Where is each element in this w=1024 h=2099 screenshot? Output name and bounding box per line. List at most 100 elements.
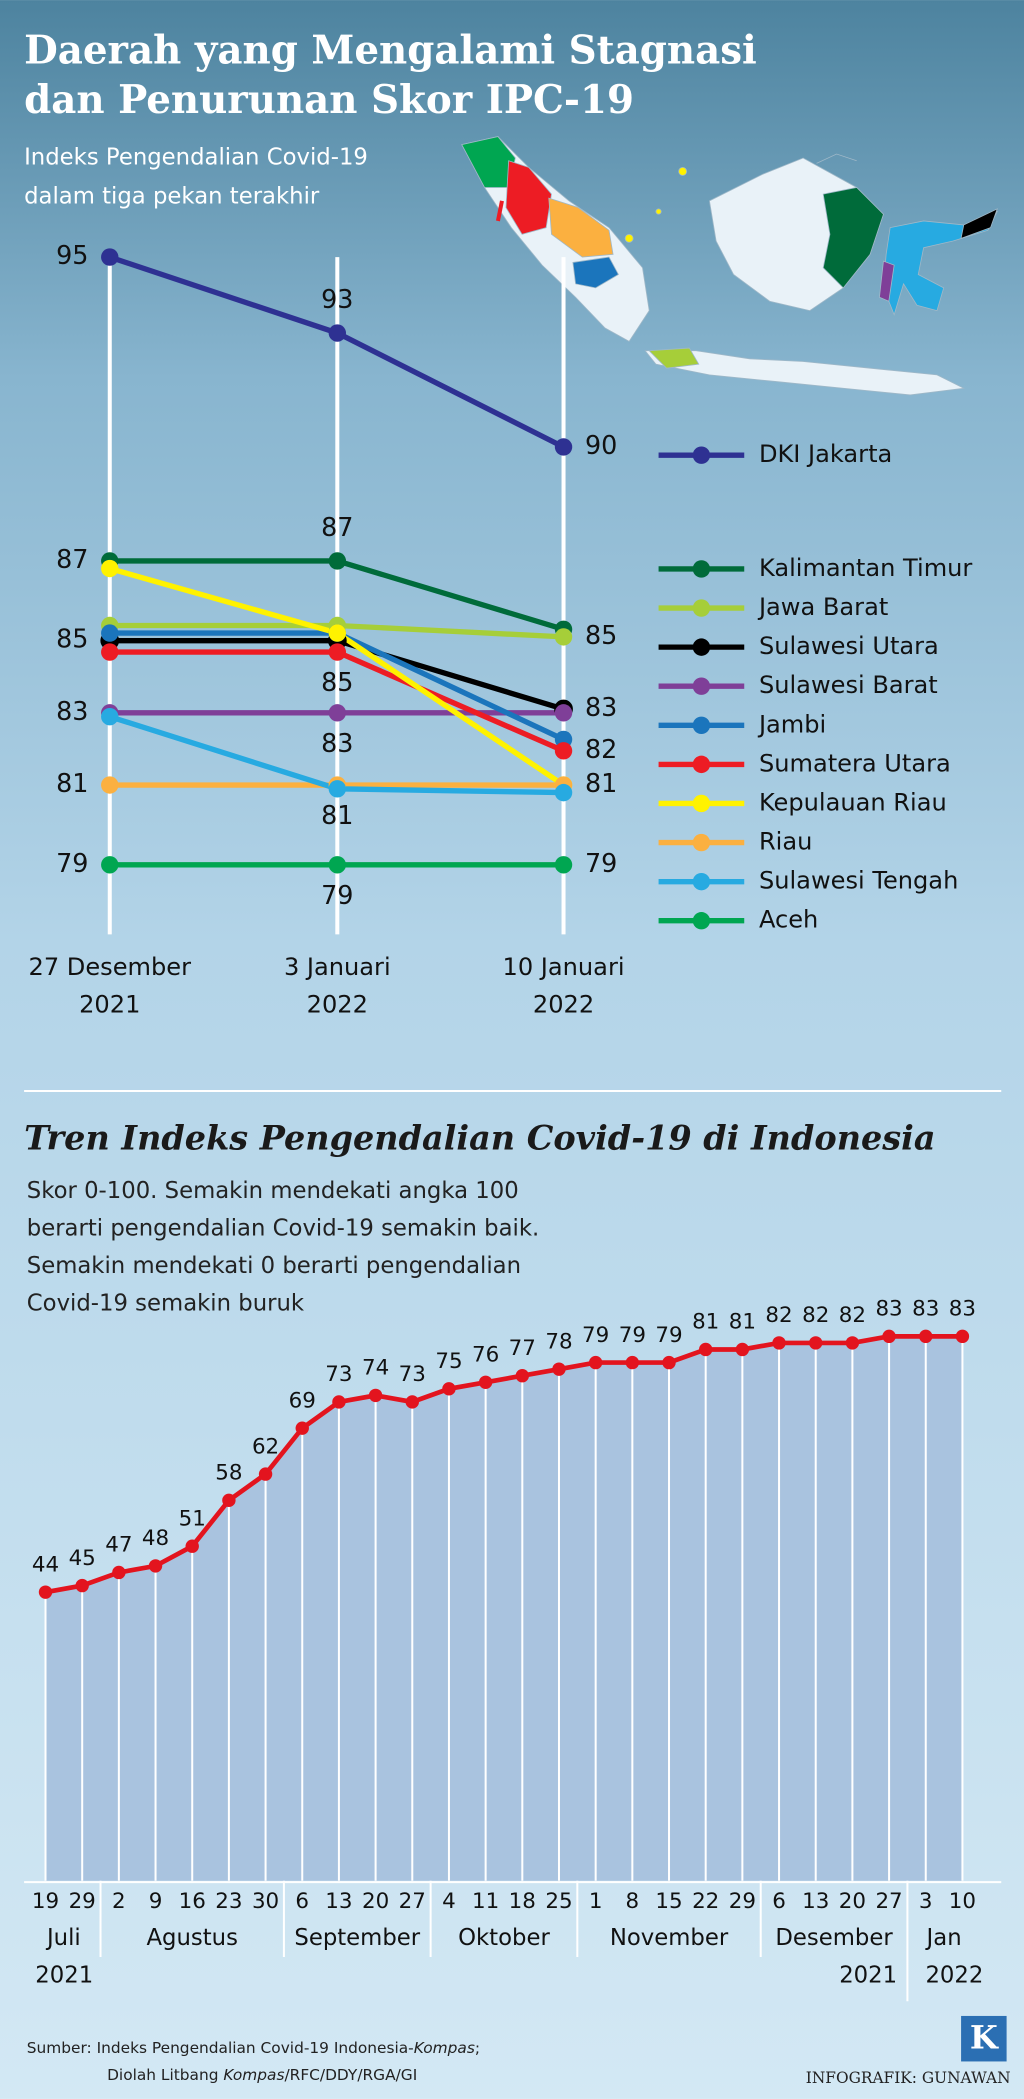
- map: [461, 136, 999, 396]
- point: [554, 704, 573, 722]
- data-label: 82: [585, 734, 617, 764]
- data-label: 82: [765, 1303, 792, 1328]
- point: [735, 1342, 750, 1357]
- point: [332, 1395, 346, 1409]
- point: [955, 1329, 970, 1344]
- data-label: 95: [56, 240, 88, 270]
- data-label: 73: [399, 1362, 426, 1387]
- month-label: Agustus: [146, 1925, 237, 1951]
- data-label: 87: [56, 544, 88, 574]
- data-label: 85: [321, 667, 353, 697]
- description: Covid-19 semakin buruk: [27, 1290, 305, 1316]
- legend-marker: [692, 833, 711, 852]
- data-label: 79: [655, 1323, 682, 1348]
- legend-label: DKI Jakarta: [759, 440, 892, 468]
- month-label: Desember: [775, 1925, 893, 1951]
- description: Skor 0-100. Semakin mendekati angka 100: [27, 1178, 519, 1204]
- legend-marker: [692, 794, 711, 813]
- legend-marker: [692, 912, 711, 930]
- point: [588, 1355, 603, 1370]
- data-label: 73: [325, 1362, 352, 1387]
- x-tick-label: 25: [545, 1889, 572, 1914]
- point: [101, 776, 119, 794]
- month-label: Jan: [925, 1925, 962, 1951]
- data-label: 44: [32, 1552, 59, 1577]
- legend-label: Aceh: [759, 906, 818, 934]
- point: [328, 324, 347, 342]
- legend-label: Jawa Barat: [757, 593, 888, 621]
- source-part: Sumber: Indeks Pengendalian Covid-19 Ind…: [27, 2039, 414, 2057]
- data-label: 81: [729, 1310, 756, 1335]
- source-part: /RFC/DDY/RGA/GI: [284, 2065, 417, 2083]
- point: [552, 1362, 566, 1376]
- point: [328, 624, 347, 642]
- point: [554, 783, 573, 802]
- x-tick-label: 23: [215, 1889, 242, 1914]
- data-label: 47: [105, 1533, 132, 1558]
- legend-label: Kepulauan Riau: [759, 788, 947, 816]
- legend-label: Riau: [759, 828, 812, 856]
- point: [478, 1375, 493, 1389]
- month-label: Juli: [45, 1925, 81, 1951]
- data-label: 93: [321, 284, 353, 314]
- point: [328, 704, 347, 722]
- point: [328, 552, 347, 570]
- x-tick-label: 3: [919, 1889, 933, 1914]
- data-label: 78: [545, 1329, 572, 1354]
- point: [222, 1493, 236, 1508]
- data-label: 85: [56, 624, 88, 654]
- data-label: 69: [289, 1388, 316, 1413]
- data-label: 81: [692, 1310, 719, 1335]
- data-label: 87: [321, 512, 353, 542]
- data-label: 45: [69, 1546, 96, 1571]
- source: Sumber: Indeks Pengendalian Covid-19 Ind…: [27, 2039, 480, 2057]
- point: [554, 438, 573, 456]
- data-label: 79: [582, 1323, 609, 1348]
- point: [554, 742, 573, 760]
- x-tick-label: 9: [149, 1889, 163, 1914]
- data-label: 79: [585, 848, 617, 878]
- data-label: 51: [179, 1506, 206, 1531]
- x-tick-label: 27: [399, 1889, 426, 1914]
- x-tick-label: 2021: [79, 990, 140, 1018]
- point: [809, 1336, 823, 1350]
- x-tick-label: 15: [655, 1889, 682, 1914]
- x-tick-label: 3 Januari: [284, 953, 391, 981]
- point: [328, 780, 347, 798]
- data-label: 79: [56, 848, 88, 878]
- point: [295, 1421, 309, 1435]
- month-label: Oktober: [458, 1925, 550, 1951]
- legend-label: Sumatera Utara: [759, 749, 951, 777]
- point: [328, 643, 347, 661]
- data-label: 82: [839, 1303, 866, 1328]
- x-tick-label: 2022: [307, 990, 368, 1018]
- x-tick-label: 29: [69, 1889, 96, 1914]
- point: [101, 624, 119, 642]
- x-tick-label: 19: [32, 1889, 59, 1914]
- point: [101, 643, 119, 661]
- x-tick-label: 6: [772, 1889, 786, 1914]
- legend-marker: [692, 677, 711, 695]
- point: [101, 248, 119, 266]
- x-tick-label: 2: [112, 1889, 126, 1914]
- point: [442, 1382, 456, 1396]
- data-label: 82: [802, 1303, 829, 1328]
- data-label: 85: [585, 620, 617, 650]
- area: [45, 1336, 963, 1881]
- data-label: 62: [252, 1434, 279, 1459]
- legend-marker: [692, 446, 711, 464]
- data-label: 83: [321, 728, 353, 758]
- point: [772, 1336, 786, 1350]
- x-tick-label: 18: [509, 1889, 536, 1914]
- x-tick-label: 11: [472, 1889, 499, 1914]
- point: [662, 1355, 676, 1370]
- source-part: Diolah Litbang: [107, 2065, 223, 2083]
- x-tick-label: 10: [949, 1889, 976, 1914]
- point: [554, 628, 573, 646]
- data-label: 75: [435, 1349, 462, 1374]
- legend-marker: [692, 560, 711, 578]
- data-label: 83: [912, 1297, 939, 1322]
- point: [405, 1395, 419, 1409]
- source: Diolah Litbang Kompas/RFC/DDY/RGA/GI: [107, 2065, 417, 2083]
